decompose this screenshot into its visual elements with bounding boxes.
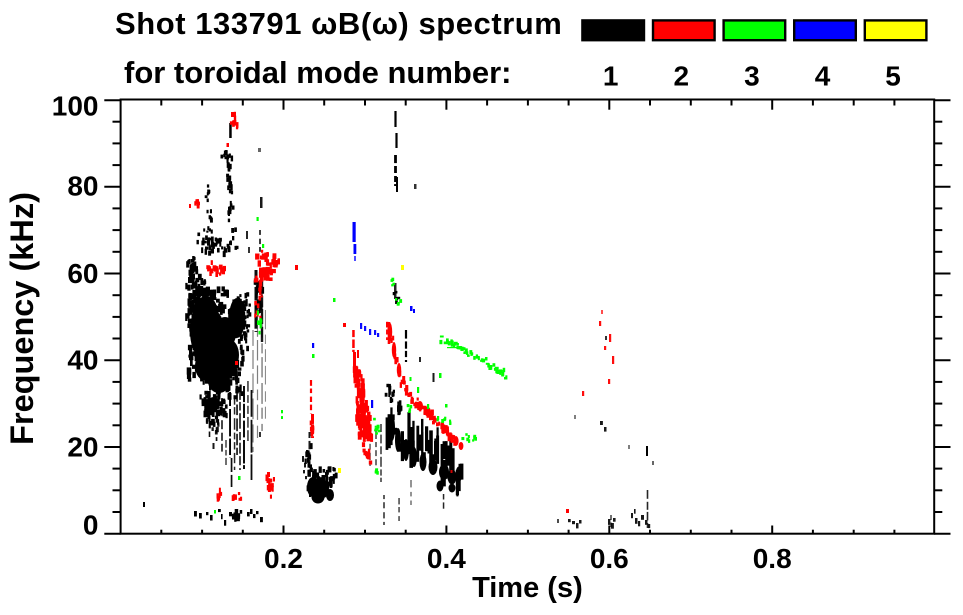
svg-text:20: 20: [67, 431, 98, 462]
svg-text:100: 100: [52, 90, 99, 121]
svg-text:Shot 133791 ωB(ω) spectrum: Shot 133791 ωB(ω) spectrum: [115, 6, 562, 41]
svg-text:5: 5: [885, 61, 901, 92]
svg-text:0.2: 0.2: [264, 543, 303, 574]
svg-text:0.6: 0.6: [590, 543, 629, 574]
svg-text:4: 4: [815, 61, 831, 92]
svg-text:Frequency (kHz): Frequency (kHz): [4, 192, 40, 445]
svg-text:80: 80: [67, 171, 98, 202]
svg-text:2: 2: [674, 61, 690, 92]
svg-text:Time (s): Time (s): [472, 572, 583, 604]
svg-text:for toroidal mode number:: for toroidal mode number:: [124, 55, 512, 90]
svg-text:0.8: 0.8: [753, 543, 792, 574]
svg-text:0: 0: [83, 510, 99, 541]
svg-text:0.4: 0.4: [427, 543, 466, 574]
svg-text:60: 60: [67, 258, 98, 289]
svg-text:3: 3: [744, 61, 760, 92]
svg-text:1: 1: [603, 61, 619, 92]
svg-text:40: 40: [67, 345, 98, 376]
